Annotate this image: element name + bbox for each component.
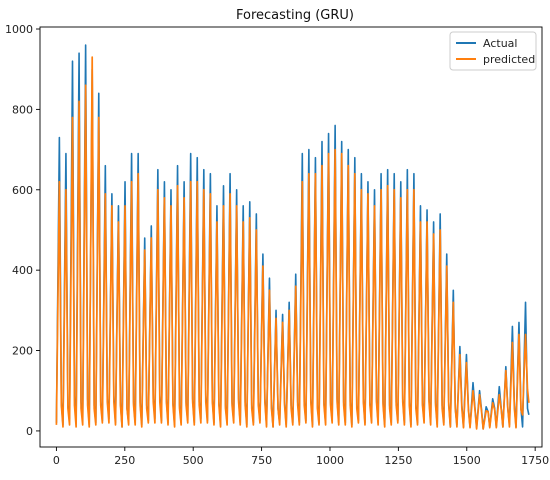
legend-label-predicted: predicted — [483, 53, 535, 66]
x-tick-label: 1500 — [453, 454, 481, 467]
x-tick-label: 1000 — [316, 454, 344, 467]
x-tick-label: 500 — [183, 454, 204, 467]
y-tick-label: 600 — [12, 184, 33, 197]
axes: 0 250 500 750 1000 1250 1500 1750 0 200 400 600 800 1… — [5, 23, 549, 467]
x-tick-label: 750 — [251, 454, 272, 467]
chart-title: Forecasting (GRU) — [236, 8, 354, 23]
legend: Actual predicted — [449, 31, 537, 71]
series-line-predicted — [55, 56, 530, 430]
axes-frame — [39, 26, 543, 448]
x-tick-label: 1750 — [521, 454, 549, 467]
y-tick-label: 800 — [12, 103, 33, 116]
x-tick-label: 250 — [114, 454, 135, 467]
legend-label-actual: Actual — [483, 37, 517, 50]
legend-box — [449, 31, 537, 71]
x-tick-label: 1250 — [384, 454, 412, 467]
y-tick-label: 200 — [12, 345, 33, 358]
y-tick-label: 400 — [12, 264, 33, 277]
x-tick-label: 0 — [53, 454, 60, 467]
y-tick-label: 1000 — [5, 23, 33, 36]
plot-area — [55, 44, 530, 430]
y-tick-label: 0 — [26, 425, 33, 438]
